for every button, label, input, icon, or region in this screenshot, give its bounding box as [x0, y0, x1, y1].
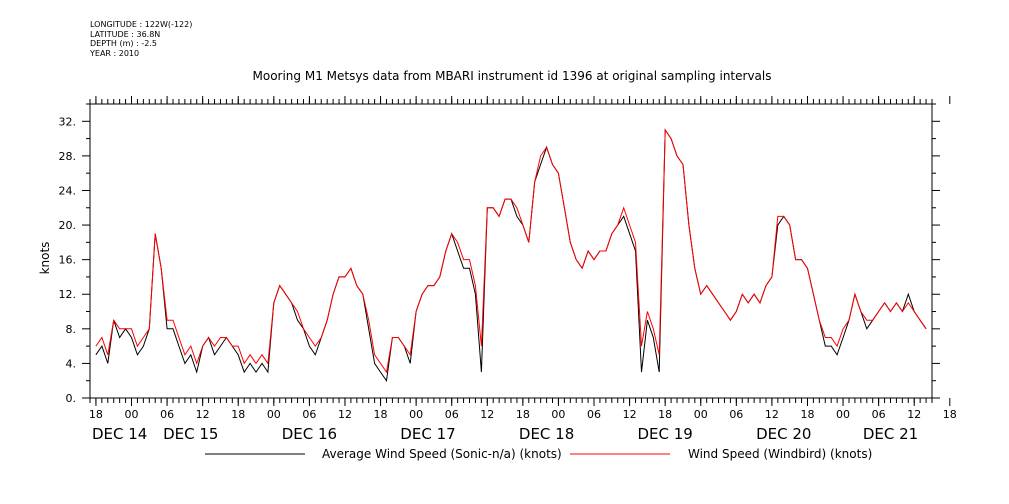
data-series	[95, 128, 927, 383]
x-tick-label: 00	[125, 408, 139, 421]
x-tick-label: 06	[302, 408, 316, 421]
x-tick-label: 00	[836, 408, 850, 421]
x-date-label: DEC 18	[519, 425, 574, 443]
x-tick-label: 12	[907, 408, 921, 421]
y-tick-label: 32.	[59, 115, 77, 128]
y-tick-label: 28.	[59, 150, 77, 163]
x-tick-label: 18	[943, 408, 957, 421]
x-tick-label: 18	[658, 408, 672, 421]
x-tick-label: 12	[196, 408, 210, 421]
year-label: YEAR : 2010	[90, 48, 140, 58]
y-tick-label: 12.	[59, 288, 77, 301]
legend-label-average: Average Wind Speed (Sonic-n/a) (knots)	[322, 447, 562, 461]
x-date-label: DEC 14	[92, 425, 147, 443]
y-tick-label: 20.	[59, 219, 77, 232]
x-date-label: DEC 15	[163, 425, 218, 443]
x-tick-label: 18	[89, 408, 103, 421]
legend: Average Wind Speed (Sonic-n/a) (knots) W…	[205, 447, 872, 461]
y-tick-label: 24.	[59, 184, 77, 197]
series-average-wind-speed	[95, 128, 927, 383]
legend-label-windbird: Wind Speed (Windbird) (knots)	[688, 447, 872, 461]
x-tick-label: 12	[765, 408, 779, 421]
y-tick-label: 0.	[66, 392, 77, 405]
x-tick-label: 18	[800, 408, 814, 421]
series-windbird-wind-speed	[95, 128, 927, 374]
x-tick-label: 12	[623, 408, 637, 421]
y-tick-label: 16.	[59, 254, 77, 267]
x-tick-label: 06	[872, 408, 886, 421]
x-date-label: DEC 16	[282, 425, 337, 443]
latitude-label: LATITUDE : 36.8N	[90, 29, 161, 39]
x-tick-label: 06	[729, 408, 743, 421]
x-tick-label: 12	[338, 408, 352, 421]
x-date-label: DEC 21	[863, 425, 918, 443]
metadata-block: LONGITUDE : 122W(-122) LATITUDE : 36.8N …	[90, 20, 192, 58]
plot-frame	[89, 103, 933, 399]
y-axis-label: knots	[38, 242, 52, 275]
depth-label: DEPTH (m) : -2.5	[90, 39, 157, 48]
x-tick-label: 06	[587, 408, 601, 421]
x-date-label: DEC 17	[400, 425, 455, 443]
x-tick-label: 18	[231, 408, 245, 421]
longitude-label: LONGITUDE : 122W(-122)	[90, 20, 193, 29]
x-tick-label: 18	[516, 408, 530, 421]
x-tick-label: 00	[267, 408, 281, 421]
x-tick-label: 18	[374, 408, 388, 421]
x-date-label: DEC 20	[756, 425, 811, 443]
x-tick-label: 00	[409, 408, 423, 421]
axes: 18 00 06 12 18 00 06 12 18 00 06 12 18 00 06 12 18 00 06 12…	[59, 96, 957, 443]
x-tick-label: 06	[445, 408, 459, 421]
chart-title: Mooring M1 Metsys data from MBARI instru…	[253, 69, 772, 83]
y-tick-label: 8.	[66, 323, 77, 336]
x-tick-label: 12	[480, 408, 494, 421]
x-date-label: DEC 19	[637, 425, 692, 443]
x-tick-label: 00	[694, 408, 708, 421]
y-tick-label: 4.	[66, 357, 77, 370]
x-tick-label: 06	[160, 408, 174, 421]
x-tick-label: 00	[551, 408, 565, 421]
